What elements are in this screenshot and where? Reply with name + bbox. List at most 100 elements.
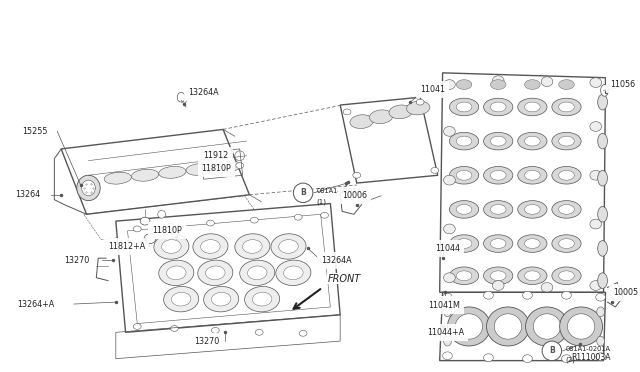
Ellipse shape [525,136,540,146]
Text: FRONT: FRONT [328,273,361,283]
Ellipse shape [416,99,424,105]
Ellipse shape [162,240,181,253]
Text: 13264A: 13264A [188,88,219,97]
Polygon shape [340,97,438,183]
Ellipse shape [353,172,361,178]
Polygon shape [440,292,605,360]
Ellipse shape [294,214,302,220]
Ellipse shape [444,336,451,346]
Ellipse shape [525,239,540,248]
Ellipse shape [250,217,258,223]
Ellipse shape [562,355,572,363]
Text: 13264+A: 13264+A [17,299,54,308]
Ellipse shape [140,217,150,225]
Ellipse shape [559,136,574,146]
Ellipse shape [201,240,220,253]
Ellipse shape [154,234,189,259]
Ellipse shape [611,288,620,300]
Ellipse shape [300,330,307,336]
Ellipse shape [525,307,568,346]
Circle shape [293,183,313,203]
Ellipse shape [279,240,298,253]
Ellipse shape [533,314,561,339]
Ellipse shape [455,314,483,339]
Text: 13270: 13270 [64,256,90,264]
Ellipse shape [449,98,479,116]
Ellipse shape [484,201,513,218]
Text: 13264A: 13264A [321,256,351,264]
Ellipse shape [518,98,547,116]
Ellipse shape [166,266,186,280]
Ellipse shape [456,271,472,280]
Ellipse shape [172,292,191,306]
Ellipse shape [596,307,605,317]
Text: 11044: 11044 [435,244,460,253]
Text: (2): (2) [566,356,575,363]
Ellipse shape [523,355,532,363]
Ellipse shape [484,291,493,299]
Ellipse shape [590,219,602,229]
Ellipse shape [552,201,581,218]
Ellipse shape [444,307,451,317]
Ellipse shape [204,286,239,312]
Ellipse shape [443,293,452,301]
Ellipse shape [590,280,602,291]
Text: R111003A: R111003A [571,353,611,362]
Ellipse shape [598,94,607,110]
Ellipse shape [456,205,472,214]
Ellipse shape [590,122,602,131]
Ellipse shape [490,80,506,89]
Ellipse shape [431,167,438,173]
Text: 13270: 13270 [194,337,219,346]
Text: 10006: 10006 [342,191,367,200]
Text: 13264: 13264 [15,190,40,199]
Ellipse shape [484,267,513,285]
Ellipse shape [406,101,430,115]
Ellipse shape [486,307,529,346]
Ellipse shape [444,273,455,283]
Ellipse shape [321,212,328,218]
Text: 11810P: 11810P [202,164,232,173]
Polygon shape [61,129,250,214]
Text: 11812+A: 11812+A [108,242,145,251]
Ellipse shape [525,80,540,89]
Ellipse shape [205,266,225,280]
Ellipse shape [590,78,602,87]
Ellipse shape [255,329,263,335]
Text: 11041: 11041 [420,85,445,94]
Ellipse shape [559,307,603,346]
Ellipse shape [596,353,605,360]
Ellipse shape [559,170,574,180]
Ellipse shape [525,271,540,280]
Ellipse shape [444,224,455,234]
Ellipse shape [211,166,223,175]
Ellipse shape [456,102,472,112]
Ellipse shape [159,166,186,178]
Ellipse shape [600,84,609,96]
Ellipse shape [104,172,131,184]
Ellipse shape [177,92,185,102]
Ellipse shape [552,132,581,150]
Ellipse shape [518,235,547,252]
Ellipse shape [193,234,228,259]
Ellipse shape [235,151,244,161]
Ellipse shape [590,170,602,180]
Ellipse shape [369,110,393,124]
Ellipse shape [144,234,156,244]
Ellipse shape [389,105,412,119]
Ellipse shape [596,293,605,301]
Ellipse shape [596,336,605,346]
Ellipse shape [343,109,351,115]
Ellipse shape [164,286,198,312]
Ellipse shape [212,157,222,164]
Ellipse shape [518,132,547,150]
Ellipse shape [484,167,513,184]
Ellipse shape [456,80,472,89]
Ellipse shape [449,132,479,150]
Text: 11810P: 11810P [152,227,182,235]
Circle shape [542,341,562,360]
Ellipse shape [236,163,244,169]
Text: (1): (1) [317,198,327,205]
Ellipse shape [447,307,490,346]
Text: 11041M: 11041M [428,301,460,310]
